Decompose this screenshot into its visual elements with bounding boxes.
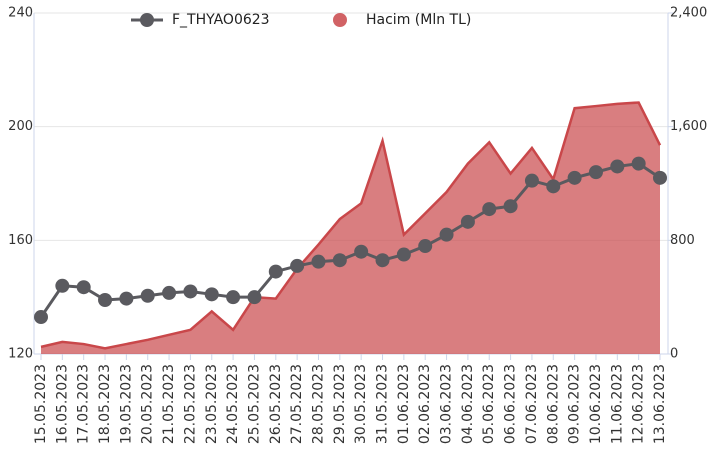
x-tick-label: 05.06.2023 (481, 364, 497, 444)
x-tick-label: 27.05.2023 (289, 364, 305, 444)
price-point (226, 290, 241, 305)
price-point (183, 284, 198, 299)
x-tick-label: 28.05.2023 (310, 364, 326, 444)
x-tick-label: 31.05.2023 (375, 364, 391, 444)
price-point (653, 170, 667, 185)
x-tick-label: 08.06.2023 (545, 364, 561, 444)
price-point (631, 156, 646, 171)
x-tick-label: 10.06.2023 (588, 364, 604, 444)
price-point (76, 280, 91, 295)
price-point (290, 258, 305, 273)
x-tick-label: 06.06.2023 (503, 364, 519, 444)
y2-tick-label: 2,400 (670, 6, 707, 21)
x-tick-label: 20.05.2023 (140, 364, 156, 444)
legend-label: F_THYAO0623 (172, 12, 270, 28)
price-point (332, 253, 347, 268)
legend: F_THYAO0623 Hacim (Mln TL) (131, 12, 471, 28)
price-point (588, 165, 603, 180)
x-tick-label: 15.05.2023 (33, 364, 49, 444)
x-tick-label: 21.05.2023 (161, 364, 177, 444)
y2-tick-label: 0 (670, 347, 678, 362)
price-point (418, 239, 433, 254)
price-point (567, 170, 582, 185)
price-point (546, 179, 561, 194)
price-point (268, 264, 283, 279)
y-tick-label: 120 (8, 347, 33, 362)
price-point (34, 310, 48, 325)
x-tick-label: 03.06.2023 (439, 364, 455, 444)
x-tick-label: 12.06.2023 (631, 364, 647, 444)
x-tick-label: 04.06.2023 (460, 364, 476, 444)
x-tick-label: 24.05.2023 (225, 364, 241, 444)
price-point (98, 293, 113, 308)
volume-line (40, 101, 662, 350)
price-point (396, 247, 411, 262)
price-point (162, 285, 177, 300)
price-point (503, 199, 518, 214)
price-point (482, 202, 497, 217)
x-tick-label: 25.05.2023 (246, 364, 262, 444)
price-point (460, 214, 475, 229)
x-tick-label: 16.05.2023 (54, 364, 70, 444)
price-point (439, 227, 454, 242)
price-point (524, 173, 539, 188)
x-tick-label: 02.06.2023 (417, 364, 433, 444)
legend-marker (140, 13, 154, 27)
price-point (55, 278, 70, 293)
x-tick-label: 19.05.2023 (118, 364, 134, 444)
price-point (119, 291, 134, 306)
price-point (247, 290, 262, 305)
x-tick-label: 22.05.2023 (182, 364, 198, 444)
x-tick-label: 01.06.2023 (396, 364, 412, 444)
price-point (204, 287, 219, 302)
x-tick-label: 07.06.2023 (524, 364, 540, 444)
y-tick-label: 200 (8, 119, 33, 134)
x-tick-label: 11.06.2023 (609, 364, 625, 444)
y2-tick-label: 1,600 (670, 119, 707, 134)
y-tick-label: 240 (8, 6, 33, 21)
y-tick-label: 160 (8, 233, 33, 248)
legend-marker (333, 13, 347, 27)
x-tick-label: 09.06.2023 (567, 364, 583, 444)
x-tick-label: 23.05.2023 (204, 364, 220, 444)
x-tick-label: 18.05.2023 (97, 364, 113, 444)
price-point (375, 253, 390, 268)
x-tick-label: 29.05.2023 (332, 364, 348, 444)
x-tick-label: 26.05.2023 (268, 364, 284, 444)
x-tick-label: 17.05.2023 (76, 364, 92, 444)
x-tick-label: 13.06.2023 (652, 364, 668, 444)
legend-label: Hacim (Mln TL) (366, 12, 471, 28)
y2-tick-label: 800 (670, 233, 695, 248)
price-point (610, 159, 625, 174)
volume-area (41, 102, 660, 354)
price-point (311, 254, 326, 269)
price-point (354, 244, 369, 259)
price-point (140, 288, 155, 303)
x-tick-label: 30.05.2023 (353, 364, 369, 444)
